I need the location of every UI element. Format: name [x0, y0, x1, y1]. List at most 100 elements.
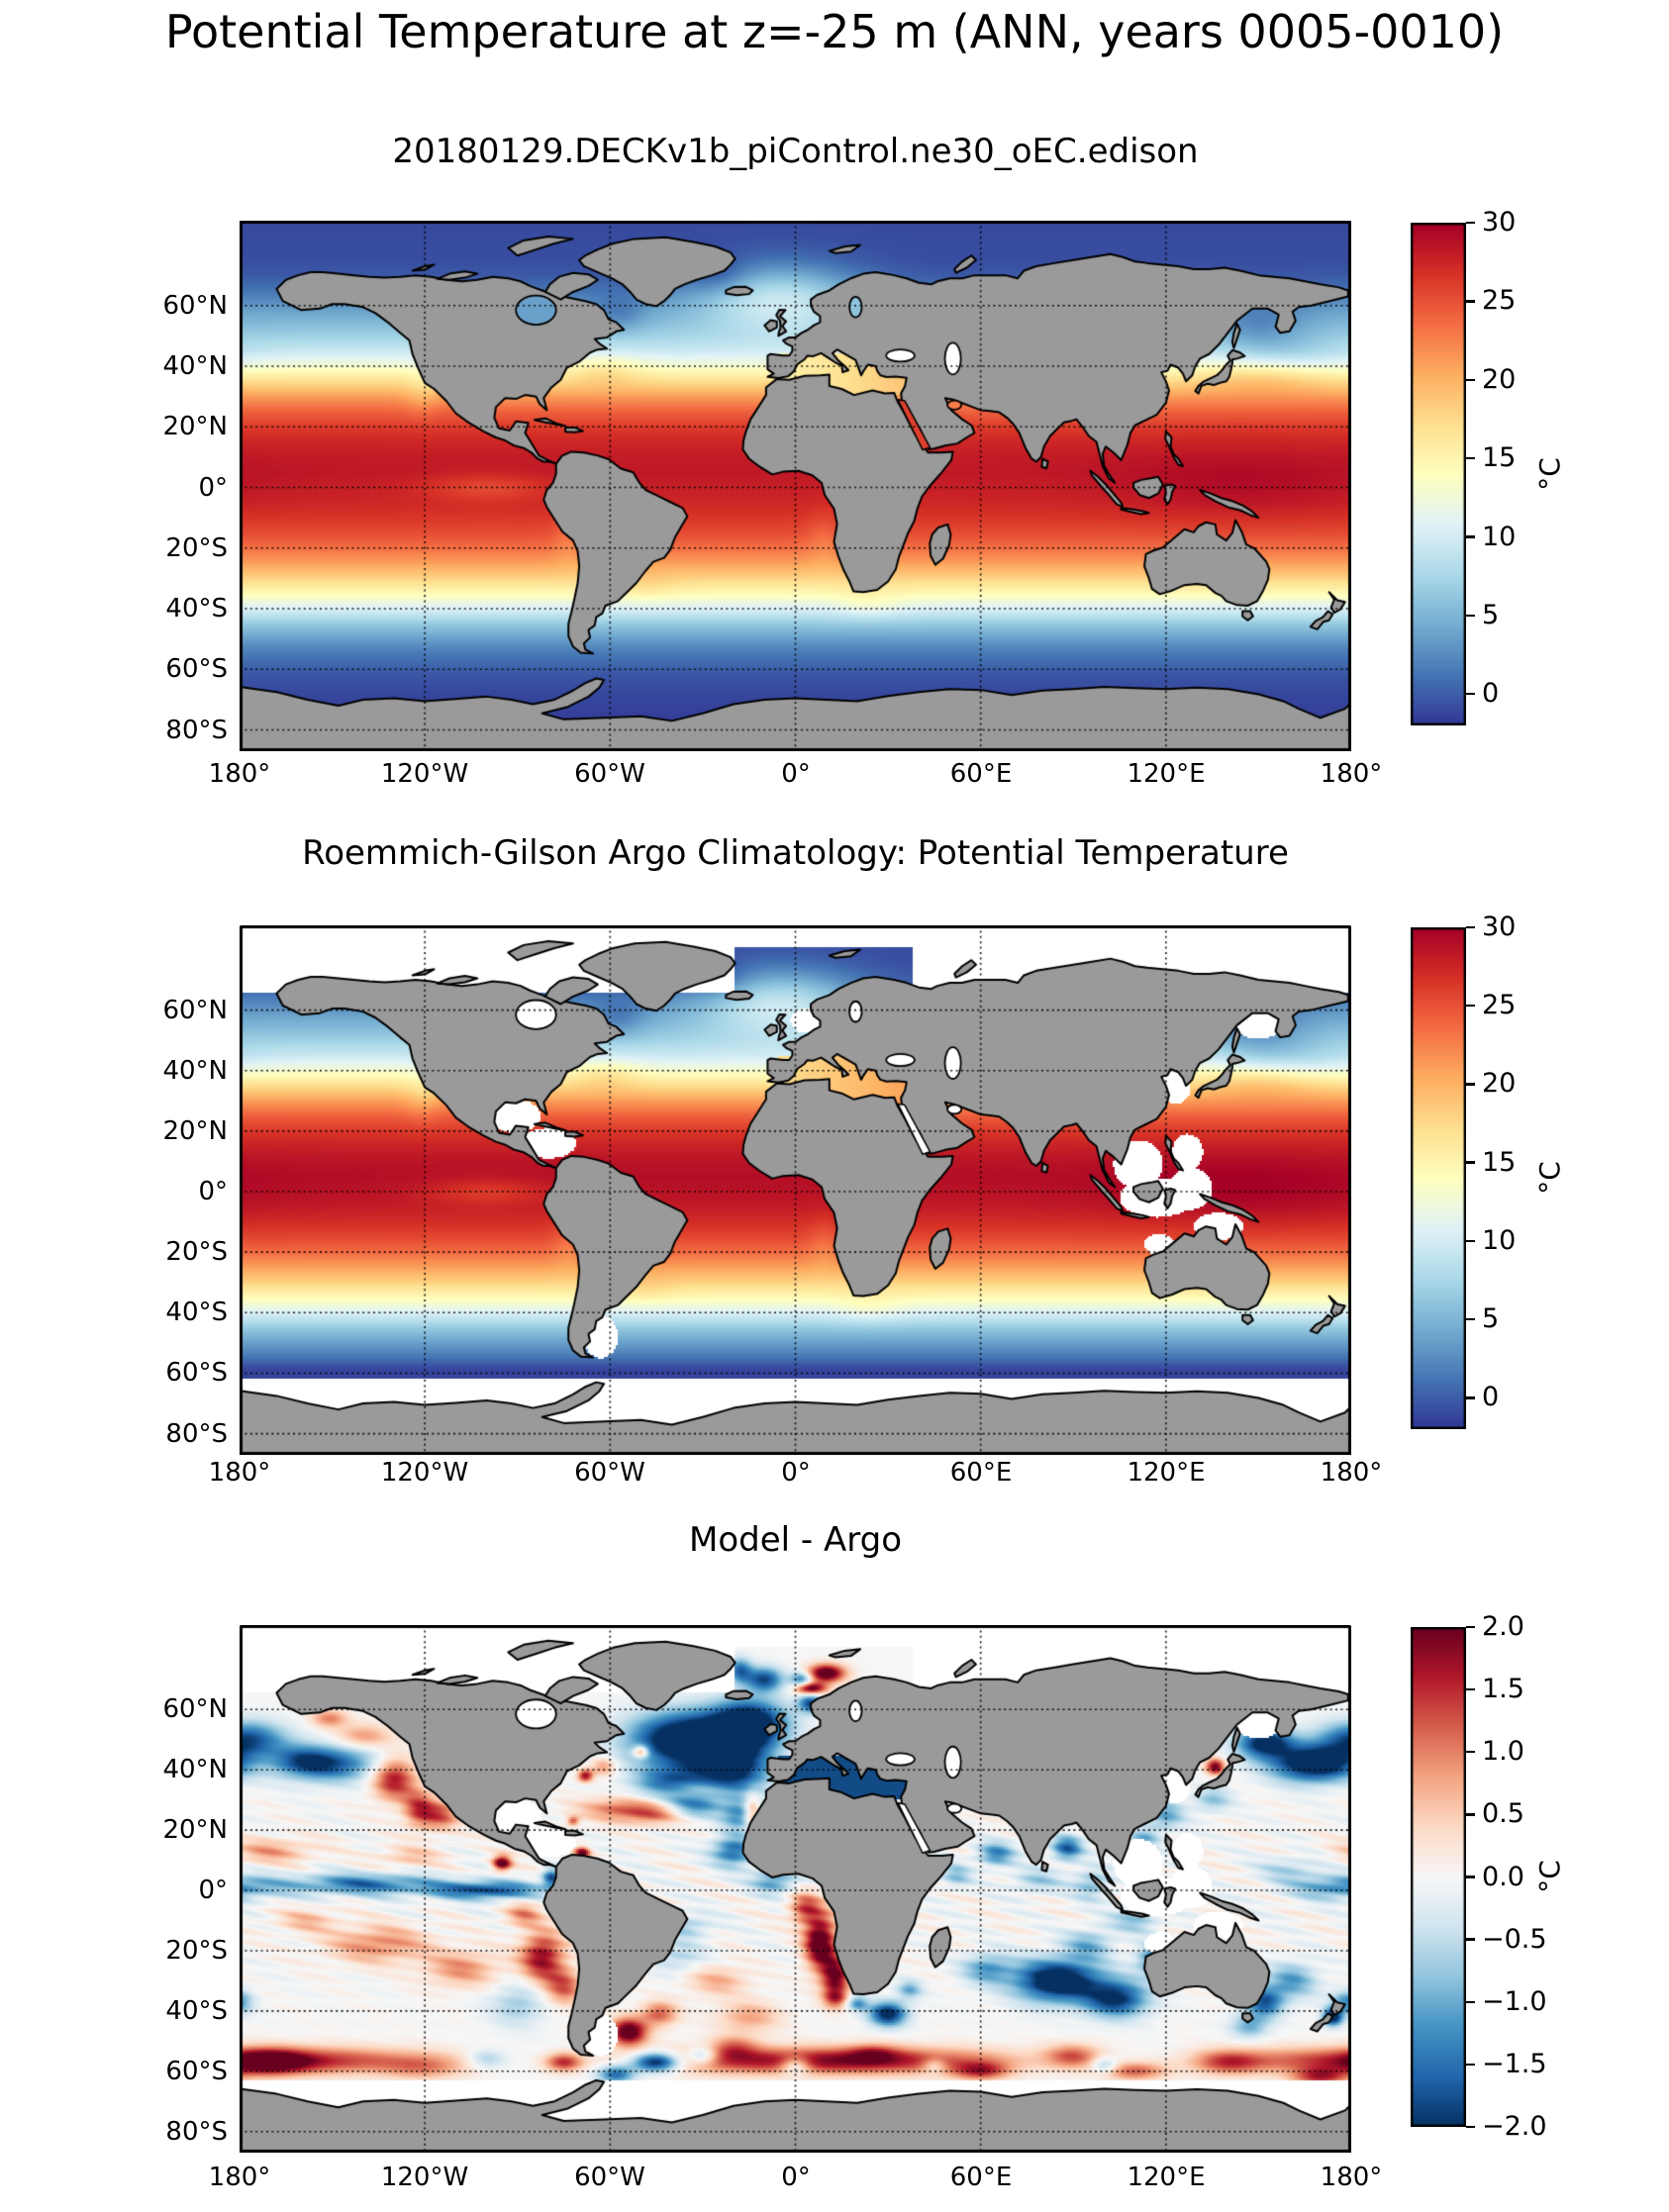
colorbar-argo: [1411, 927, 1466, 1429]
panel-title-diff: Model - Argo: [689, 1520, 902, 1560]
lat-tick-label: 60°N: [162, 996, 228, 1025]
colorbar-tick-label: 20: [1482, 364, 1517, 395]
map-model: [240, 221, 1351, 751]
colorbar-tick-mark: [1466, 221, 1475, 225]
colorbar-tick-mark: [1466, 1813, 1475, 1816]
colorbar-tick-mark: [1466, 1625, 1475, 1629]
lat-tick-label: 40°N: [162, 351, 228, 381]
lat-tick-label: 80°S: [165, 716, 228, 745]
colorbar-tick-mark: [1466, 2000, 1475, 2003]
colorbar-tick-mark: [1466, 378, 1475, 381]
lon-tick-label: 180°: [208, 1458, 271, 1488]
colorbar-tick-label: 1.5: [1482, 1674, 1524, 1704]
lat-tick-label: 60°S: [165, 654, 228, 684]
colorbar-tick-mark: [1466, 1317, 1475, 1321]
colorbar-tick-label: 1.0: [1482, 1736, 1524, 1767]
colorbar-tick-label: 10: [1482, 522, 1517, 552]
panel-title-model: 20180129.DECKv1b_piControl.ne30_oEC.edis…: [392, 132, 1199, 171]
colorbar-tick-mark: [1466, 1687, 1475, 1691]
lon-tick-label: 120°W: [380, 2163, 469, 2192]
lat-tick-label: 20°S: [165, 1936, 228, 1966]
colorbar-tick-mark: [1466, 1005, 1475, 1008]
colorbar-tick-label: −2.0: [1482, 2111, 1547, 2142]
colorbar-tick-label: 30: [1482, 207, 1517, 238]
colorbar-tick-label: 0: [1482, 678, 1500, 709]
colorbar-tick-label: 15: [1482, 1147, 1517, 1178]
lon-tick-label: 60°E: [949, 2163, 1013, 2192]
lat-tick-label: 20°S: [165, 1237, 228, 1267]
colorbar-tick-label: 20: [1482, 1068, 1517, 1099]
lon-tick-label: 120°E: [1127, 2163, 1206, 2192]
colorbar-diff: [1411, 1627, 1466, 2127]
lat-tick-label: 80°S: [165, 1419, 228, 1449]
colorbar-tick-mark: [1466, 693, 1475, 696]
lon-tick-label: 0°: [781, 1458, 811, 1488]
colorbar-tick-label: 0.0: [1482, 1862, 1524, 1892]
lon-tick-label: 60°W: [574, 759, 645, 789]
colorbar-tick-label: −1.5: [1482, 2049, 1547, 2079]
lat-tick-label: 60°S: [165, 2057, 228, 2086]
lon-tick-label: 0°: [781, 2163, 811, 2192]
lat-tick-label: 0°: [198, 1177, 228, 1206]
map-argo: [240, 925, 1351, 1455]
lat-tick-label: 0°: [198, 473, 228, 503]
colorbar-tick-label: 25: [1482, 990, 1517, 1020]
lat-tick-label: 20°N: [162, 412, 228, 441]
colorbar-tick-label: 15: [1482, 442, 1517, 473]
colorbar-tick-label: −0.5: [1482, 1924, 1547, 1955]
lon-tick-label: 120°W: [380, 1458, 469, 1488]
lon-tick-label: 60°W: [574, 1458, 645, 1488]
colorbar-tick-label: 0: [1482, 1382, 1500, 1412]
colorbar-tick-mark: [1466, 2125, 1475, 2129]
colorbar-tick-mark: [1466, 300, 1475, 303]
lat-tick-label: 0°: [198, 1875, 228, 1905]
lat-tick-label: 60°N: [162, 1694, 228, 1724]
colorbar-tick-label: −1.0: [1482, 1986, 1547, 2017]
lon-tick-label: 180°: [1320, 2163, 1383, 2192]
colorbar-tick-label: 5: [1482, 600, 1500, 630]
colorbar-model: [1411, 223, 1466, 725]
lat-tick-label: 20°N: [162, 1815, 228, 1845]
colorbar-tick-label: 25: [1482, 285, 1517, 316]
lat-tick-label: 40°S: [165, 1996, 228, 2026]
colorbar-tick-mark: [1466, 1938, 1475, 1941]
figure-title: Potential Temperature at z=-25 m (ANN, y…: [164, 5, 1505, 58]
lat-tick-label: 40°S: [165, 594, 228, 624]
colorbar-tick-label: 10: [1482, 1225, 1517, 1256]
lat-tick-label: 40°N: [162, 1056, 228, 1086]
colorbar-tick-label: 0.5: [1482, 1798, 1524, 1829]
colorbar-tick-label: 5: [1482, 1303, 1500, 1334]
lon-tick-label: 60°E: [949, 759, 1013, 789]
colorbar-tick-mark: [1466, 535, 1475, 538]
colorbar-tick-mark: [1466, 1161, 1475, 1164]
colorbar-tick-mark: [1466, 1083, 1475, 1086]
lon-tick-label: 120°E: [1127, 759, 1206, 789]
lon-tick-label: 180°: [208, 759, 271, 789]
colorbar-tick-mark: [1466, 2063, 1475, 2067]
colorbar-tick-mark: [1466, 925, 1475, 929]
colorbar-tick-mark: [1466, 1239, 1475, 1243]
colorbar-tick-mark: [1466, 1396, 1475, 1399]
lon-tick-label: 120°E: [1127, 1458, 1206, 1488]
colorbar-tick-mark: [1466, 456, 1475, 460]
lon-tick-label: 180°: [1320, 1458, 1383, 1488]
lat-tick-label: 20°N: [162, 1116, 228, 1146]
lon-tick-label: 120°W: [380, 759, 469, 789]
lat-tick-label: 60°S: [165, 1358, 228, 1388]
lon-tick-label: 60°E: [949, 1458, 1013, 1488]
colorbar-tick-mark: [1466, 1751, 1475, 1754]
lat-tick-label: 60°N: [162, 291, 228, 321]
panel-title-argo: Roemmich-Gilson Argo Climatology: Potent…: [302, 833, 1289, 873]
lon-tick-label: 180°: [1320, 759, 1383, 789]
lat-tick-label: 40°N: [162, 1755, 228, 1784]
colorbar-tick-mark: [1466, 1875, 1475, 1878]
colorbar-tick-label: 30: [1482, 912, 1517, 942]
map-diff: [240, 1625, 1351, 2153]
lat-tick-label: 40°S: [165, 1298, 228, 1327]
colorbar-tick-mark: [1466, 614, 1475, 618]
colorbar-tick-label: 2.0: [1482, 1611, 1524, 1642]
lon-tick-label: 60°W: [574, 2163, 645, 2192]
lat-tick-label: 80°S: [165, 2117, 228, 2147]
lon-tick-label: 0°: [781, 759, 811, 789]
